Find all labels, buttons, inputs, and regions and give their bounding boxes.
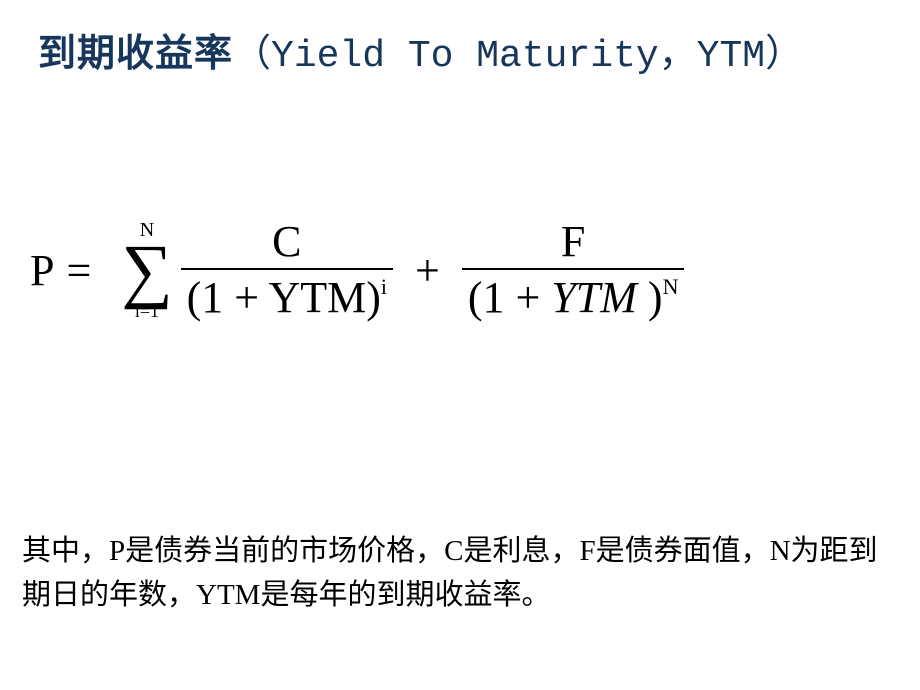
term1-den-exp: i (381, 274, 387, 299)
formula-description: 其中，P是债券当前的市场价格，C是利息，F是债券面值，N为距到期日的年数，YTM… (22, 530, 898, 617)
formula-lhs: P = (30, 245, 103, 296)
sigma-block: N ∑ i=1 (121, 220, 172, 319)
fraction-term2: F (1 + YTM )N (462, 220, 685, 320)
ytm-formula: P = N ∑ i=1 C (1 + YTM)i + F (1 + YTM )N (30, 220, 890, 320)
sigma-lower: i=1 (135, 302, 159, 320)
term2-den-ytm: YTM (551, 273, 637, 322)
formula-equals: = (66, 245, 91, 296)
fraction-term1: C (1 + YTM)i (181, 220, 393, 320)
term2-denominator: (1 + YTM )N (462, 268, 685, 320)
sigma-symbol: ∑ (121, 240, 172, 301)
title-chinese: 到期收益率 (38, 33, 233, 75)
term1-den-base: (1 + YTM) (187, 273, 381, 322)
term2-den-pre: (1 + (468, 273, 551, 322)
formula-plus: + (415, 245, 440, 296)
term2-den-post: ) (637, 273, 663, 322)
term2-den-exp: N (663, 274, 679, 299)
slide-title: 到期收益率（Yield To Maturity，YTM） (38, 22, 803, 78)
term2-numerator: F (555, 220, 591, 268)
term1-denominator: (1 + YTM)i (181, 268, 393, 320)
formula-p: P (30, 245, 54, 296)
title-english: （Yield To Maturity，YTM） (233, 35, 803, 78)
term1-numerator: C (266, 220, 307, 268)
